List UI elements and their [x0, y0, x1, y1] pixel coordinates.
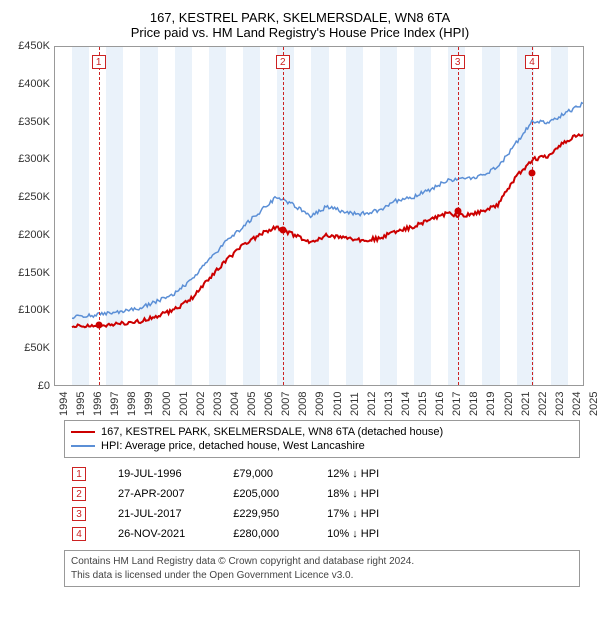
x-axis-label: 2023 [554, 392, 556, 416]
marker-dot [279, 227, 286, 234]
x-axis-label: 2005 [246, 392, 248, 416]
plot-region: 1 2 3 4 [54, 46, 584, 386]
x-axis-label: 2012 [366, 392, 368, 416]
marker-label: 1 [92, 55, 106, 69]
marker-line [283, 47, 284, 385]
transactions-table: 1 19-JUL-1996£79,00012% ↓ HPI 2 27-APR-2007… [64, 464, 387, 544]
x-axis-label: 1998 [126, 392, 128, 416]
x-axis-label: 2006 [263, 392, 265, 416]
marker-label: 3 [451, 55, 465, 69]
x-axis-label: 2004 [229, 392, 231, 416]
x-axis-label: 2000 [161, 392, 163, 416]
x-axis-label: 2001 [178, 392, 180, 416]
x-axis-label: 2010 [332, 392, 334, 416]
x-axis-label: 2003 [212, 392, 214, 416]
chart-lines [55, 47, 583, 385]
chart-container: 167, KESTREL PARK, SKELMERSDALE, WN8 6TA… [0, 0, 600, 595]
x-axis-label: 2024 [571, 392, 573, 416]
legend: 167, KESTREL PARK, SKELMERSDALE, WN8 6TA… [64, 420, 580, 458]
series-line [72, 103, 583, 319]
y-axis-label: £0 [10, 380, 50, 392]
legend-label: HPI: Average price, detached house, West… [101, 440, 365, 452]
table-row: 2 27-APR-2007£205,00018% ↓ HPI [64, 484, 387, 504]
x-axis-label: 2019 [485, 392, 487, 416]
marker-dot [454, 208, 461, 215]
y-axis-label: £350K [10, 116, 50, 128]
transaction-delta: 18% ↓ HPI [319, 484, 387, 504]
x-axis-label: 2018 [468, 392, 470, 416]
transaction-date: 21-JUL-2017 [94, 504, 225, 524]
x-axis-label: 2022 [537, 392, 539, 416]
transaction-price: £205,000 [225, 484, 319, 504]
marker-line [99, 47, 100, 385]
marker-line [458, 47, 459, 385]
transaction-price: £280,000 [225, 524, 319, 544]
x-axis-label: 1996 [92, 392, 94, 416]
x-axis-label: 2011 [349, 392, 351, 416]
x-axis-label: 2008 [297, 392, 299, 416]
table-row: 4 26-NOV-2021£280,00010% ↓ HPI [64, 524, 387, 544]
legend-swatch [71, 445, 95, 447]
x-axis-label: 1994 [58, 392, 60, 416]
transaction-number: 3 [72, 507, 86, 521]
x-axis-label: 2013 [383, 392, 385, 416]
chart-title-address: 167, KESTREL PARK, SKELMERSDALE, WN8 6TA [10, 8, 590, 25]
transaction-date: 27-APR-2007 [94, 484, 225, 504]
transaction-date: 26-NOV-2021 [94, 524, 225, 544]
table-row: 3 21-JUL-2017£229,95017% ↓ HPI [64, 504, 387, 524]
x-axis-label: 2007 [280, 392, 282, 416]
y-axis-label: £250K [10, 191, 50, 203]
x-axis-label: 1995 [75, 392, 77, 416]
x-axis-label: 1997 [109, 392, 111, 416]
x-axis-label: 2020 [503, 392, 505, 416]
footnote-line1: Contains HM Land Registry data © Crown c… [71, 555, 573, 569]
transaction-number: 4 [72, 527, 86, 541]
y-axis-label: £50K [10, 342, 50, 354]
transaction-delta: 12% ↓ HPI [319, 464, 387, 484]
x-axis-label: 2014 [400, 392, 402, 416]
legend-swatch [71, 431, 95, 433]
y-axis-label: £200K [10, 229, 50, 241]
marker-line [532, 47, 533, 385]
x-axis-label: 2009 [314, 392, 316, 416]
transaction-price: £79,000 [225, 464, 319, 484]
table-row: 1 19-JUL-1996£79,00012% ↓ HPI [64, 464, 387, 484]
marker-dot [529, 170, 536, 177]
transaction-delta: 10% ↓ HPI [319, 524, 387, 544]
marker-label: 4 [525, 55, 539, 69]
x-axis-label: 2016 [434, 392, 436, 416]
transaction-date: 19-JUL-1996 [94, 464, 225, 484]
y-axis-label: £400K [10, 78, 50, 90]
footnote: Contains HM Land Registry data © Crown c… [64, 550, 580, 587]
x-axis-label: 2002 [195, 392, 197, 416]
transaction-delta: 17% ↓ HPI [319, 504, 387, 524]
legend-label: 167, KESTREL PARK, SKELMERSDALE, WN8 6TA… [101, 426, 443, 438]
legend-item: HPI: Average price, detached house, West… [71, 439, 573, 453]
chart-subtitle: Price paid vs. HM Land Registry's House … [10, 25, 590, 46]
x-axis-label: 2021 [520, 392, 522, 416]
marker-dot [95, 322, 102, 329]
series-line [72, 134, 583, 327]
chart-area: 1 2 3 4 £0 £50K £100K £150K £200K £250K £300K £350… [10, 46, 590, 416]
marker-label: 2 [276, 55, 290, 69]
transaction-price: £229,950 [225, 504, 319, 524]
x-axis-label: 2025 [588, 392, 590, 416]
legend-item: 167, KESTREL PARK, SKELMERSDALE, WN8 6TA… [71, 425, 573, 439]
footnote-line2: This data is licensed under the Open Gov… [71, 569, 573, 583]
transaction-number: 2 [72, 487, 86, 501]
x-axis-label: 2015 [417, 392, 419, 416]
y-axis-label: £450K [10, 40, 50, 52]
x-axis-label: 1999 [143, 392, 145, 416]
y-axis-label: £100K [10, 304, 50, 316]
transaction-number: 1 [72, 467, 86, 481]
y-axis-label: £150K [10, 267, 50, 279]
y-axis-label: £300K [10, 153, 50, 165]
x-axis-label: 2017 [451, 392, 453, 416]
